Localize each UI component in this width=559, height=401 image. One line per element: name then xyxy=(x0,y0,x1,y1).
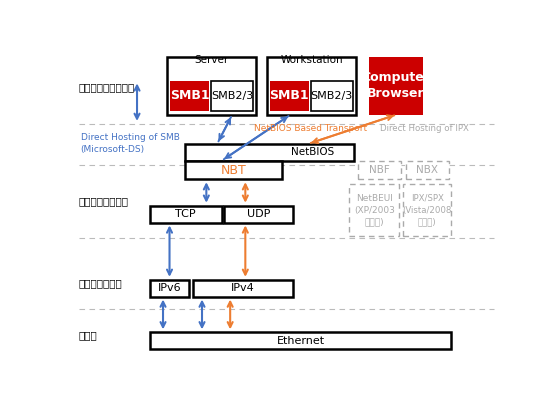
Text: NetBIOS: NetBIOS xyxy=(291,148,334,158)
Text: IPv4: IPv4 xyxy=(231,283,255,293)
FancyBboxPatch shape xyxy=(406,161,449,179)
Text: IPX/SPX
(Vista/2008
で削除): IPX/SPX (Vista/2008 で削除) xyxy=(402,194,452,227)
Text: NetBEUI
(XP/2003
で削除): NetBEUI (XP/2003 で削除) xyxy=(354,194,395,227)
Text: NBT: NBT xyxy=(221,164,247,176)
Text: SMB2/3: SMB2/3 xyxy=(311,91,353,101)
FancyBboxPatch shape xyxy=(211,81,253,111)
Text: 物理層: 物理層 xyxy=(78,330,97,340)
FancyBboxPatch shape xyxy=(184,144,354,161)
Text: TCP: TCP xyxy=(176,209,196,219)
FancyBboxPatch shape xyxy=(167,57,256,115)
FancyBboxPatch shape xyxy=(150,206,221,223)
FancyBboxPatch shape xyxy=(267,57,356,115)
FancyBboxPatch shape xyxy=(184,161,282,179)
FancyBboxPatch shape xyxy=(150,280,189,297)
Text: NBF: NBF xyxy=(369,165,390,175)
FancyBboxPatch shape xyxy=(311,81,353,111)
Text: Computer
Browser: Computer Browser xyxy=(362,71,430,100)
FancyBboxPatch shape xyxy=(404,184,451,237)
Text: SMB2/3: SMB2/3 xyxy=(211,91,253,101)
Text: Workstation: Workstation xyxy=(280,55,343,65)
Text: NBX: NBX xyxy=(416,165,438,175)
FancyBboxPatch shape xyxy=(349,184,399,237)
FancyBboxPatch shape xyxy=(193,280,293,297)
FancyBboxPatch shape xyxy=(170,81,209,111)
FancyBboxPatch shape xyxy=(150,332,451,349)
Text: Ethernet: Ethernet xyxy=(277,336,325,346)
Text: トランスポート層: トランスポート層 xyxy=(78,196,129,206)
Text: UDP: UDP xyxy=(247,209,270,219)
Text: NetBIOS Based Transport: NetBIOS Based Transport xyxy=(254,124,367,133)
Text: Direct Hosting of SMB
(Microsoft-DS): Direct Hosting of SMB (Microsoft-DS) xyxy=(80,134,179,154)
Text: Direct Hosting of IPX: Direct Hosting of IPX xyxy=(380,124,468,133)
FancyBboxPatch shape xyxy=(369,57,423,115)
Text: IPv6: IPv6 xyxy=(158,283,181,293)
Text: アプリケーション層: アプリケーション層 xyxy=(78,82,135,92)
FancyBboxPatch shape xyxy=(358,161,401,179)
Text: SMB1: SMB1 xyxy=(269,89,309,103)
Text: Server: Server xyxy=(195,55,229,65)
Text: ネットワーク層: ネットワーク層 xyxy=(78,278,122,288)
Text: SMB1: SMB1 xyxy=(169,89,209,103)
FancyBboxPatch shape xyxy=(269,81,309,111)
FancyBboxPatch shape xyxy=(224,206,293,223)
